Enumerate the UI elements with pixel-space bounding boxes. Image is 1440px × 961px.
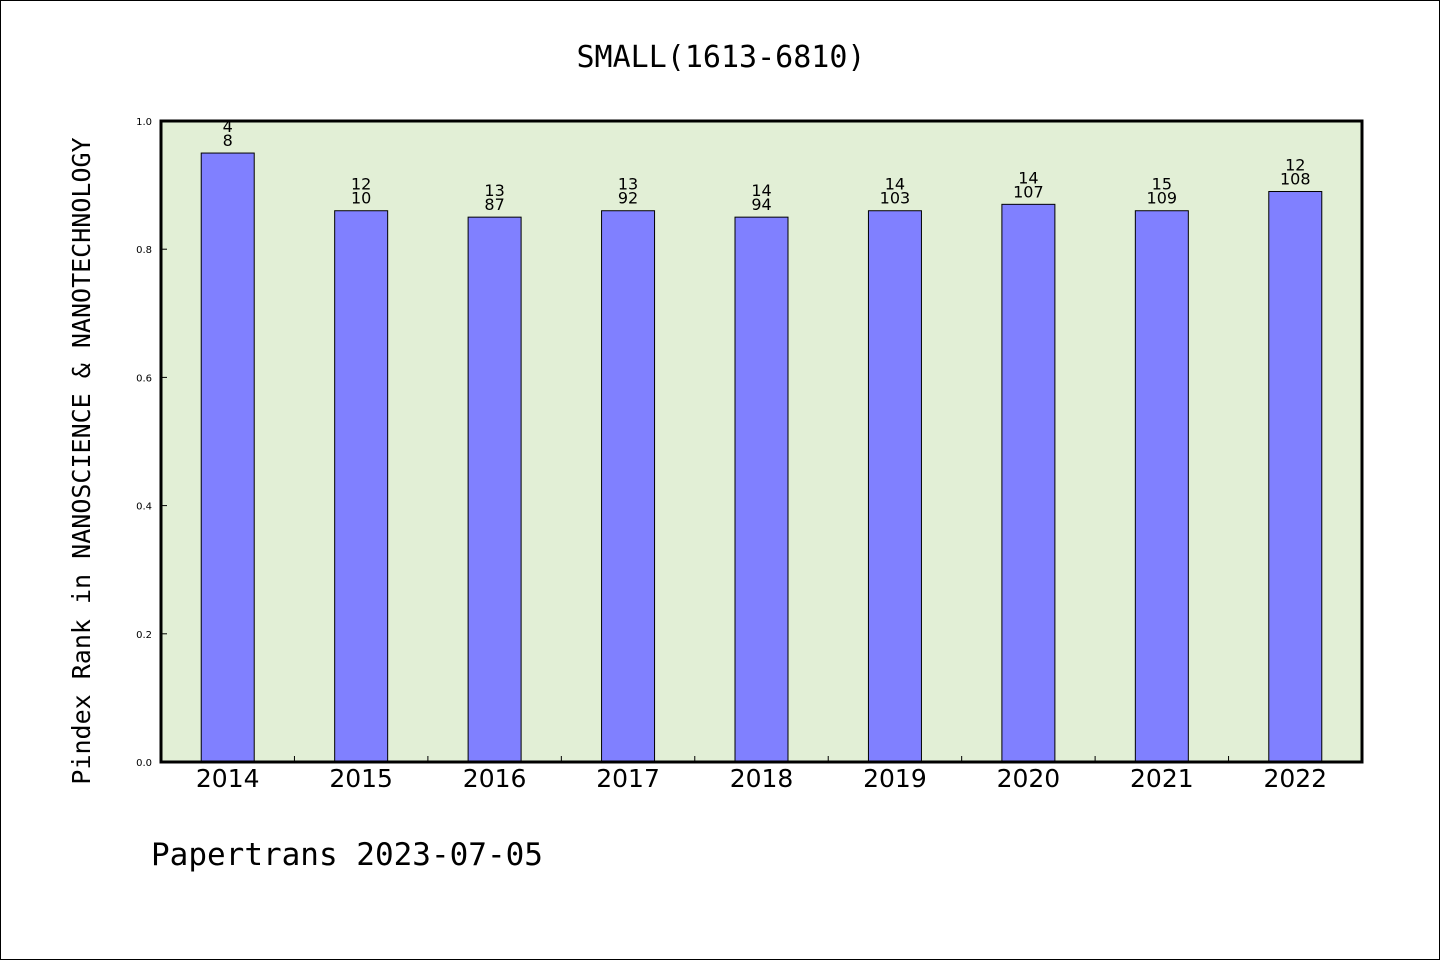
bar-label-top-2017: 13 xyxy=(618,175,638,194)
y-tick-label-0.8: 0.8 xyxy=(136,245,152,256)
ticks-group: 2014 2015 2016 2017 2018 2019 2020 2021 2022 0.0 0… xyxy=(136,117,1327,793)
x-tick-label-2016: 2016 xyxy=(463,764,527,793)
bar-label-top-2015: 12 xyxy=(351,175,371,194)
y-tick-label-0.4: 0.4 xyxy=(136,502,152,513)
bar-label-top-2014: 4 xyxy=(223,117,233,136)
y-axis-label: Pindex Rank in NANOSCIENCE & NANOTECHNOL… xyxy=(67,137,96,784)
bar-2021 xyxy=(1134,210,1189,763)
bar-label-bottom-2018: 94 xyxy=(751,195,771,214)
y-tick-label-0.2: 0.2 xyxy=(136,630,152,641)
bar-label-bottom-2022: 108 xyxy=(1280,170,1311,189)
bar-label-bottom-2015: 10 xyxy=(351,189,371,208)
x-tick-label-2021: 2021 xyxy=(1130,764,1194,793)
bar-label-top-2022: 12 xyxy=(1285,156,1305,175)
bar-2016 xyxy=(467,216,522,763)
bar-label-bottom-2014: 8 xyxy=(223,131,233,150)
y-tick-label-0.6: 0.6 xyxy=(136,373,152,384)
bar-label-top-2016: 13 xyxy=(484,181,504,200)
y-tick-label-1.0: 1.0 xyxy=(136,117,152,128)
bar-label-bottom-2020: 107 xyxy=(1013,182,1044,201)
bar-2017 xyxy=(601,210,656,763)
bar-2019 xyxy=(867,210,922,763)
x-tick-label-2022: 2022 xyxy=(1263,764,1327,793)
bar-label-top-2018: 14 xyxy=(751,181,771,200)
bar-label-bottom-2019: 103 xyxy=(880,189,911,208)
bar-label-bottom-2016: 87 xyxy=(484,195,504,214)
x-tick-label-2020: 2020 xyxy=(997,764,1061,793)
bar-label-top-2021: 15 xyxy=(1152,175,1172,194)
bar-2018 xyxy=(734,216,789,763)
x-tick-label-2017: 2017 xyxy=(596,764,660,793)
bar-label-bottom-2021: 109 xyxy=(1147,189,1178,208)
footer-text: Papertrans 2023-07-05 xyxy=(151,837,543,873)
bar-2022 xyxy=(1268,191,1323,763)
y-tick-label-0.0: 0.0 xyxy=(136,758,152,769)
bar-2020 xyxy=(1001,203,1056,763)
bar-label-top-2020: 14 xyxy=(1018,168,1038,187)
bar-2015 xyxy=(334,210,389,763)
chart-title: SMALL(1613-6810) xyxy=(577,40,866,75)
x-tick-label-2018: 2018 xyxy=(730,764,794,793)
bar-label-top-2019: 14 xyxy=(885,175,905,194)
x-tick-label-2014: 2014 xyxy=(196,764,260,793)
bar-2014 xyxy=(200,152,255,763)
plot-border xyxy=(159,119,1364,764)
bar-label-bottom-2017: 92 xyxy=(618,189,638,208)
x-tick-label-2019: 2019 xyxy=(863,764,927,793)
x-tick-label-2015: 2015 xyxy=(329,764,393,793)
